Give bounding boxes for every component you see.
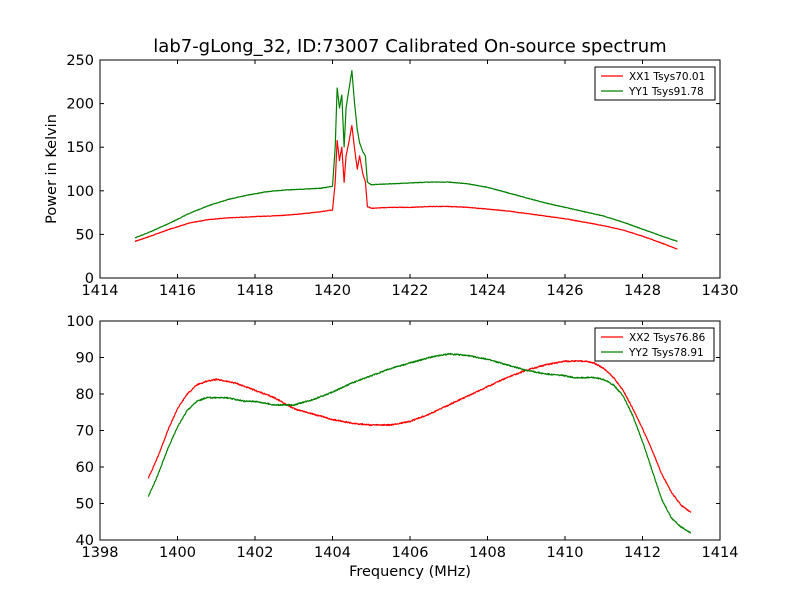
legend-2: XX2 Tsys76.86 YY2 Tsys78.91 bbox=[594, 327, 715, 362]
x-tick-label-2-7: 1412 bbox=[624, 545, 661, 561]
legend-box-1 bbox=[594, 66, 716, 101]
x-tick-label-1-7: 1428 bbox=[624, 283, 661, 299]
legend-label-1-1: XX1 Tsys70.01 bbox=[629, 71, 705, 83]
x-tick-label-2-6: 1410 bbox=[547, 545, 584, 561]
legend-box-2 bbox=[594, 327, 715, 362]
x-tick-label-1-8: 1430 bbox=[702, 283, 739, 299]
y-tick-label-1-5: 250 bbox=[66, 53, 94, 69]
legend-label-2-2: YY2 Tsys78.91 bbox=[628, 347, 704, 359]
y-tick-label-2-3: 70 bbox=[76, 424, 94, 440]
y-axis-label-1: Power in Kelvin bbox=[44, 114, 60, 224]
x-tick-label-2-2: 1402 bbox=[237, 545, 274, 561]
y-tick-label-2-1: 50 bbox=[76, 497, 94, 513]
legend-1: XX1 Tsys70.01 YY1 Tsys91.78 bbox=[594, 66, 716, 101]
figure-title: lab7-gLong_32, ID:73007 Calibrated On-so… bbox=[153, 36, 666, 57]
y-tick-label-1-3: 150 bbox=[66, 140, 94, 156]
y-tick-label-2-4: 80 bbox=[76, 387, 94, 403]
x-tick-label-1-2: 1418 bbox=[237, 283, 274, 299]
y-tick-label-2-6: 100 bbox=[66, 314, 94, 330]
y-tick-label-2-5: 90 bbox=[76, 351, 94, 367]
plots-group: 1414 1416 1418 1420 1422 1424 1426 1428 14300501… bbox=[44, 53, 738, 580]
y-tick-label-2-0: 40 bbox=[76, 533, 94, 549]
x-tick-label-2-5: 1408 bbox=[469, 545, 506, 561]
plot-panel-1: 1414 1416 1418 1420 1422 1424 1426 1428 1430 0 50 1… bbox=[44, 53, 738, 299]
y-tick-label-1-4: 200 bbox=[66, 97, 94, 113]
x-tick-label-2-1: 1400 bbox=[159, 545, 196, 561]
y-tick-label-1-2: 100 bbox=[66, 184, 94, 200]
x-tick-label-1-6: 1426 bbox=[547, 283, 584, 299]
x-tick-label-2-3: 1404 bbox=[314, 545, 351, 561]
x-tick-label-1-0: 1414 bbox=[82, 283, 119, 299]
x-tick-label-1-1: 1416 bbox=[159, 283, 196, 299]
y-tick-label-2-2: 60 bbox=[76, 460, 94, 476]
x-tick-label-1-3: 1420 bbox=[314, 283, 351, 299]
plot-panel-2: 1398 1400 1402 1404 1406 1408 1410 1412 1414 40 50… bbox=[66, 314, 738, 580]
series-line-1-2 bbox=[134, 70, 678, 242]
series-line-2-2 bbox=[147, 352, 692, 534]
y-tick-label-1-0: 0 bbox=[85, 271, 94, 287]
series-line-2-1 bbox=[147, 359, 692, 513]
legend-label-1-2: YY1 Tsys91.78 bbox=[628, 86, 704, 98]
x-tick-label-2-8: 1414 bbox=[702, 545, 739, 561]
x-tick-label-1-4: 1422 bbox=[392, 283, 429, 299]
x-tick-label-2-4: 1406 bbox=[392, 545, 429, 561]
x-tick-label-2-0: 1398 bbox=[82, 545, 119, 561]
x-tick-label-1-5: 1424 bbox=[469, 283, 506, 299]
y-tick-label-1-1: 50 bbox=[76, 227, 94, 243]
x-axis-label-2: Frequency (MHz) bbox=[349, 564, 471, 580]
series-line-1-1 bbox=[134, 125, 678, 250]
legend-label-2-1: XX2 Tsys76.86 bbox=[629, 332, 706, 344]
